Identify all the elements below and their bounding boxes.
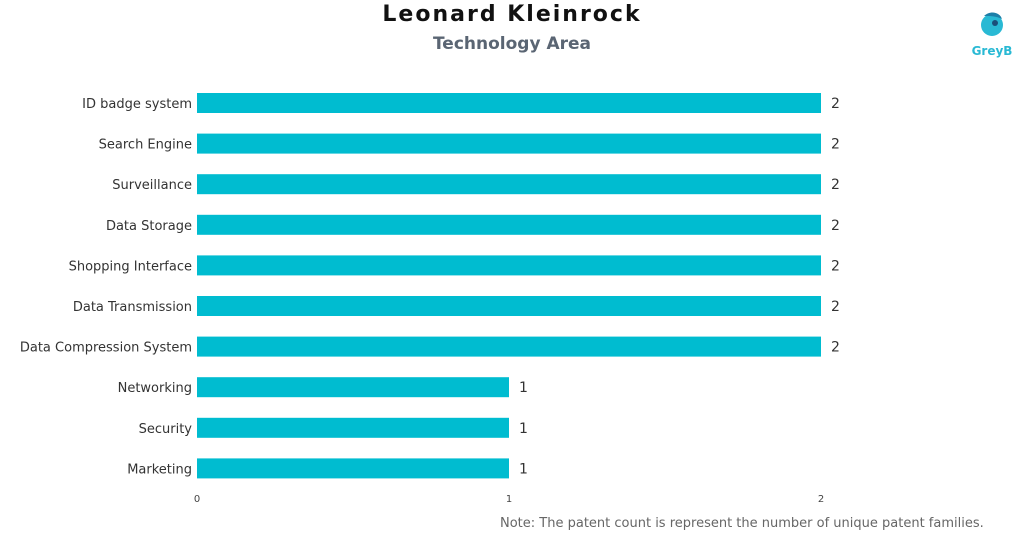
bar <box>197 417 509 438</box>
footnote: Note: The patent count is represent the … <box>500 516 984 531</box>
x-tick-label: 0 <box>194 494 200 505</box>
category-labels-group: ID badge system Search Engine Surveillance… <box>20 97 192 477</box>
value-label: 2 <box>831 177 840 193</box>
chart-title: Leonard Kleinrock <box>382 2 642 27</box>
value-label: 1 <box>519 461 528 477</box>
category-label: Security <box>139 422 193 437</box>
category-label: ID badge system <box>82 97 192 112</box>
bar <box>197 93 821 113</box>
bar <box>197 255 821 276</box>
value-label: 2 <box>831 299 840 315</box>
greyb-logo-text: GreyB <box>971 44 1013 58</box>
bar <box>197 458 509 479</box>
value-labels-group: 2 2 2 2 2 2 2 1 1 1 <box>519 96 840 477</box>
category-label: Search Engine <box>99 138 192 153</box>
category-label: Surveillance <box>112 178 192 193</box>
bar <box>197 214 821 235</box>
x-tick-label: 2 <box>818 494 824 505</box>
category-label: Data Compression System <box>20 341 192 356</box>
value-label: 2 <box>831 218 840 234</box>
x-axis-ticks-group: 0 1 2 <box>194 494 824 505</box>
category-label: Marketing <box>127 462 192 477</box>
bar <box>197 133 821 154</box>
value-label: 2 <box>831 258 840 274</box>
greyb-logo-icon <box>981 12 1003 36</box>
value-label: 2 <box>831 96 840 112</box>
category-label: Data Storage <box>106 219 192 234</box>
value-label: 1 <box>519 380 528 396</box>
category-label: Networking <box>118 381 192 396</box>
bar <box>197 174 821 195</box>
value-label: 1 <box>519 421 528 437</box>
value-label: 2 <box>831 137 840 153</box>
bar <box>197 336 821 357</box>
bar <box>197 377 509 398</box>
bars-group <box>197 93 821 479</box>
value-label: 2 <box>831 340 840 356</box>
x-tick-label: 1 <box>506 494 512 505</box>
category-label: Data Transmission <box>73 300 192 315</box>
bar <box>197 296 821 316</box>
category-label: Shopping Interface <box>69 259 192 274</box>
greyb-logo: GreyB <box>966 10 1018 64</box>
chart-subtitle: Technology Area <box>432 34 592 54</box>
